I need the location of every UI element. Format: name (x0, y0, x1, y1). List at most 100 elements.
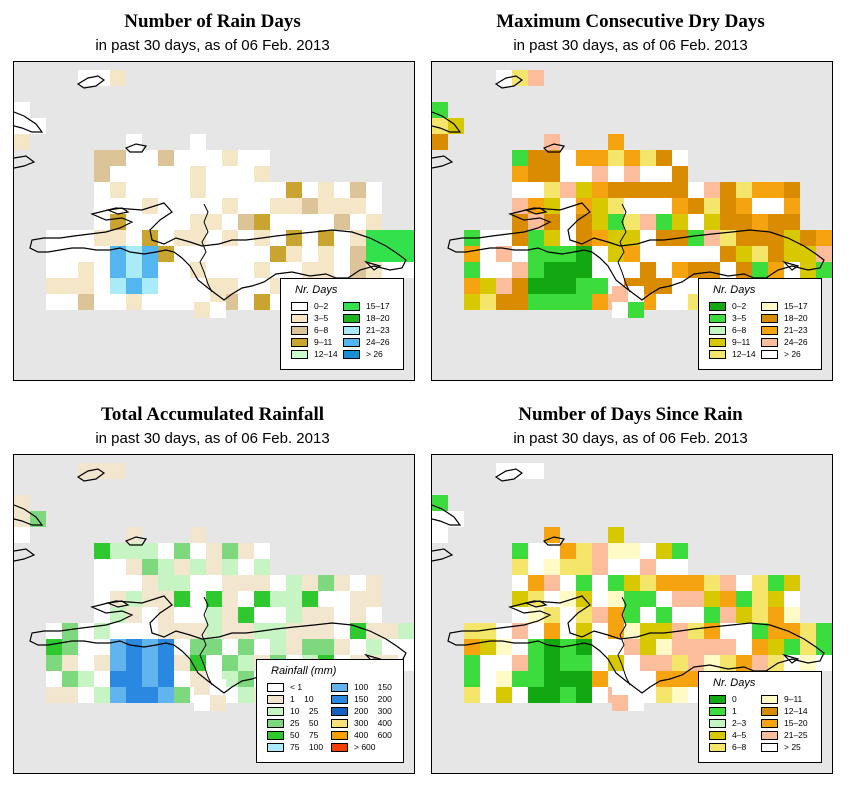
grid-cell (656, 230, 672, 246)
grid-cell (318, 198, 334, 214)
grid-cell (560, 623, 576, 639)
grid-cell (592, 687, 608, 703)
grid-cell (302, 639, 318, 655)
grid-cell (544, 246, 560, 262)
grid-cell (576, 182, 592, 198)
grid-cell (94, 575, 110, 591)
legend: Nr. Days 0 1 2–3 4–5 6–8 9–11 12–14 15–20 21–25 > … (698, 671, 822, 763)
grid-cell (768, 230, 784, 246)
legend-swatch (331, 731, 348, 740)
grid-cell (704, 607, 720, 623)
coastline (29, 202, 407, 301)
grid-cell (194, 286, 210, 302)
grid-cell (286, 262, 302, 278)
island-outline (363, 260, 382, 271)
grid-cell (608, 214, 624, 230)
grid-cell (544, 150, 560, 166)
grid-cell (688, 182, 704, 198)
grid-cell (768, 198, 784, 214)
grid-cell (194, 302, 210, 318)
legend-swatch (709, 743, 726, 752)
grid-cell (206, 623, 222, 639)
grid-cell (624, 575, 640, 591)
grid-cell (126, 575, 142, 591)
grid-cell (94, 655, 110, 671)
grid-cell (656, 639, 672, 655)
grid-cell (142, 687, 158, 703)
grid-cell (560, 671, 576, 687)
grid-cell (110, 463, 126, 479)
grid-cell (672, 655, 688, 671)
grid-cell (688, 246, 704, 262)
grid-cell (784, 246, 800, 262)
grid-cell (640, 639, 656, 655)
grid-cell (190, 639, 206, 655)
grid-cell (528, 559, 544, 575)
legend-title: Nr. Days (713, 677, 756, 689)
grid-cell (206, 246, 222, 262)
grid-cell (46, 246, 62, 262)
grid-cell (334, 246, 350, 262)
legend-label: < 1 (290, 682, 303, 692)
grid-cell (94, 671, 110, 687)
grid-cell (608, 607, 624, 623)
grid-cell (512, 214, 528, 230)
grid-cell (254, 639, 270, 655)
grid-cell (496, 687, 512, 703)
grid-cell (94, 543, 110, 559)
grid-cell (688, 639, 704, 655)
grid-cell (238, 639, 254, 655)
legend-swatch (761, 302, 778, 311)
grid-cell (704, 639, 720, 655)
grid-cell (688, 214, 704, 230)
grid-cell (366, 639, 382, 655)
national-border (199, 596, 213, 686)
coastline (447, 202, 825, 301)
grid-cell (94, 294, 110, 310)
grid-cell (62, 655, 78, 671)
grid-cell (720, 607, 736, 623)
grid-cell (254, 607, 270, 623)
grid-cell (624, 655, 640, 671)
grid-cell (222, 182, 238, 198)
grid-cell (432, 134, 448, 150)
grid-cell (270, 198, 286, 214)
grid-cell (350, 198, 366, 214)
grid-cell (350, 575, 366, 591)
grid-cell (816, 655, 832, 671)
grid-cell (720, 182, 736, 198)
grid-cell (592, 214, 608, 230)
grid-cell (302, 214, 318, 230)
grid-cell (512, 294, 528, 310)
grid-cell (512, 575, 528, 591)
grid-cell (608, 559, 624, 575)
grid-cell (302, 198, 318, 214)
panel-max-consecutive-dry-days: Maximum Consecutive Dry Days in past 30 … (423, 5, 838, 390)
grid-cell (736, 198, 752, 214)
grid-cell (496, 639, 512, 655)
grid-cell (576, 262, 592, 278)
legend-label: 12–14 (732, 349, 756, 359)
grid-cell (302, 575, 318, 591)
subtitle-prefix: in past 30 days, as of (513, 37, 656, 54)
grid-cell (238, 575, 254, 591)
grid-cell (222, 591, 238, 607)
grid-cell (318, 623, 334, 639)
grid-cell (286, 639, 302, 655)
grid-cell (334, 575, 350, 591)
grid-cell (672, 262, 688, 278)
national-border (617, 203, 631, 293)
legend-swatch (761, 338, 778, 347)
legend-swatch (709, 707, 726, 716)
grid-cell (640, 591, 656, 607)
grid-cell (592, 230, 608, 246)
island-outline (523, 600, 548, 608)
grid-cell (496, 623, 512, 639)
grid-cell (560, 182, 576, 198)
grid-cell (784, 639, 800, 655)
grid-cell (688, 575, 704, 591)
grid-cell (206, 230, 222, 246)
grid-cell (480, 278, 496, 294)
grid-cell (628, 695, 644, 711)
grid-cell (640, 166, 656, 182)
